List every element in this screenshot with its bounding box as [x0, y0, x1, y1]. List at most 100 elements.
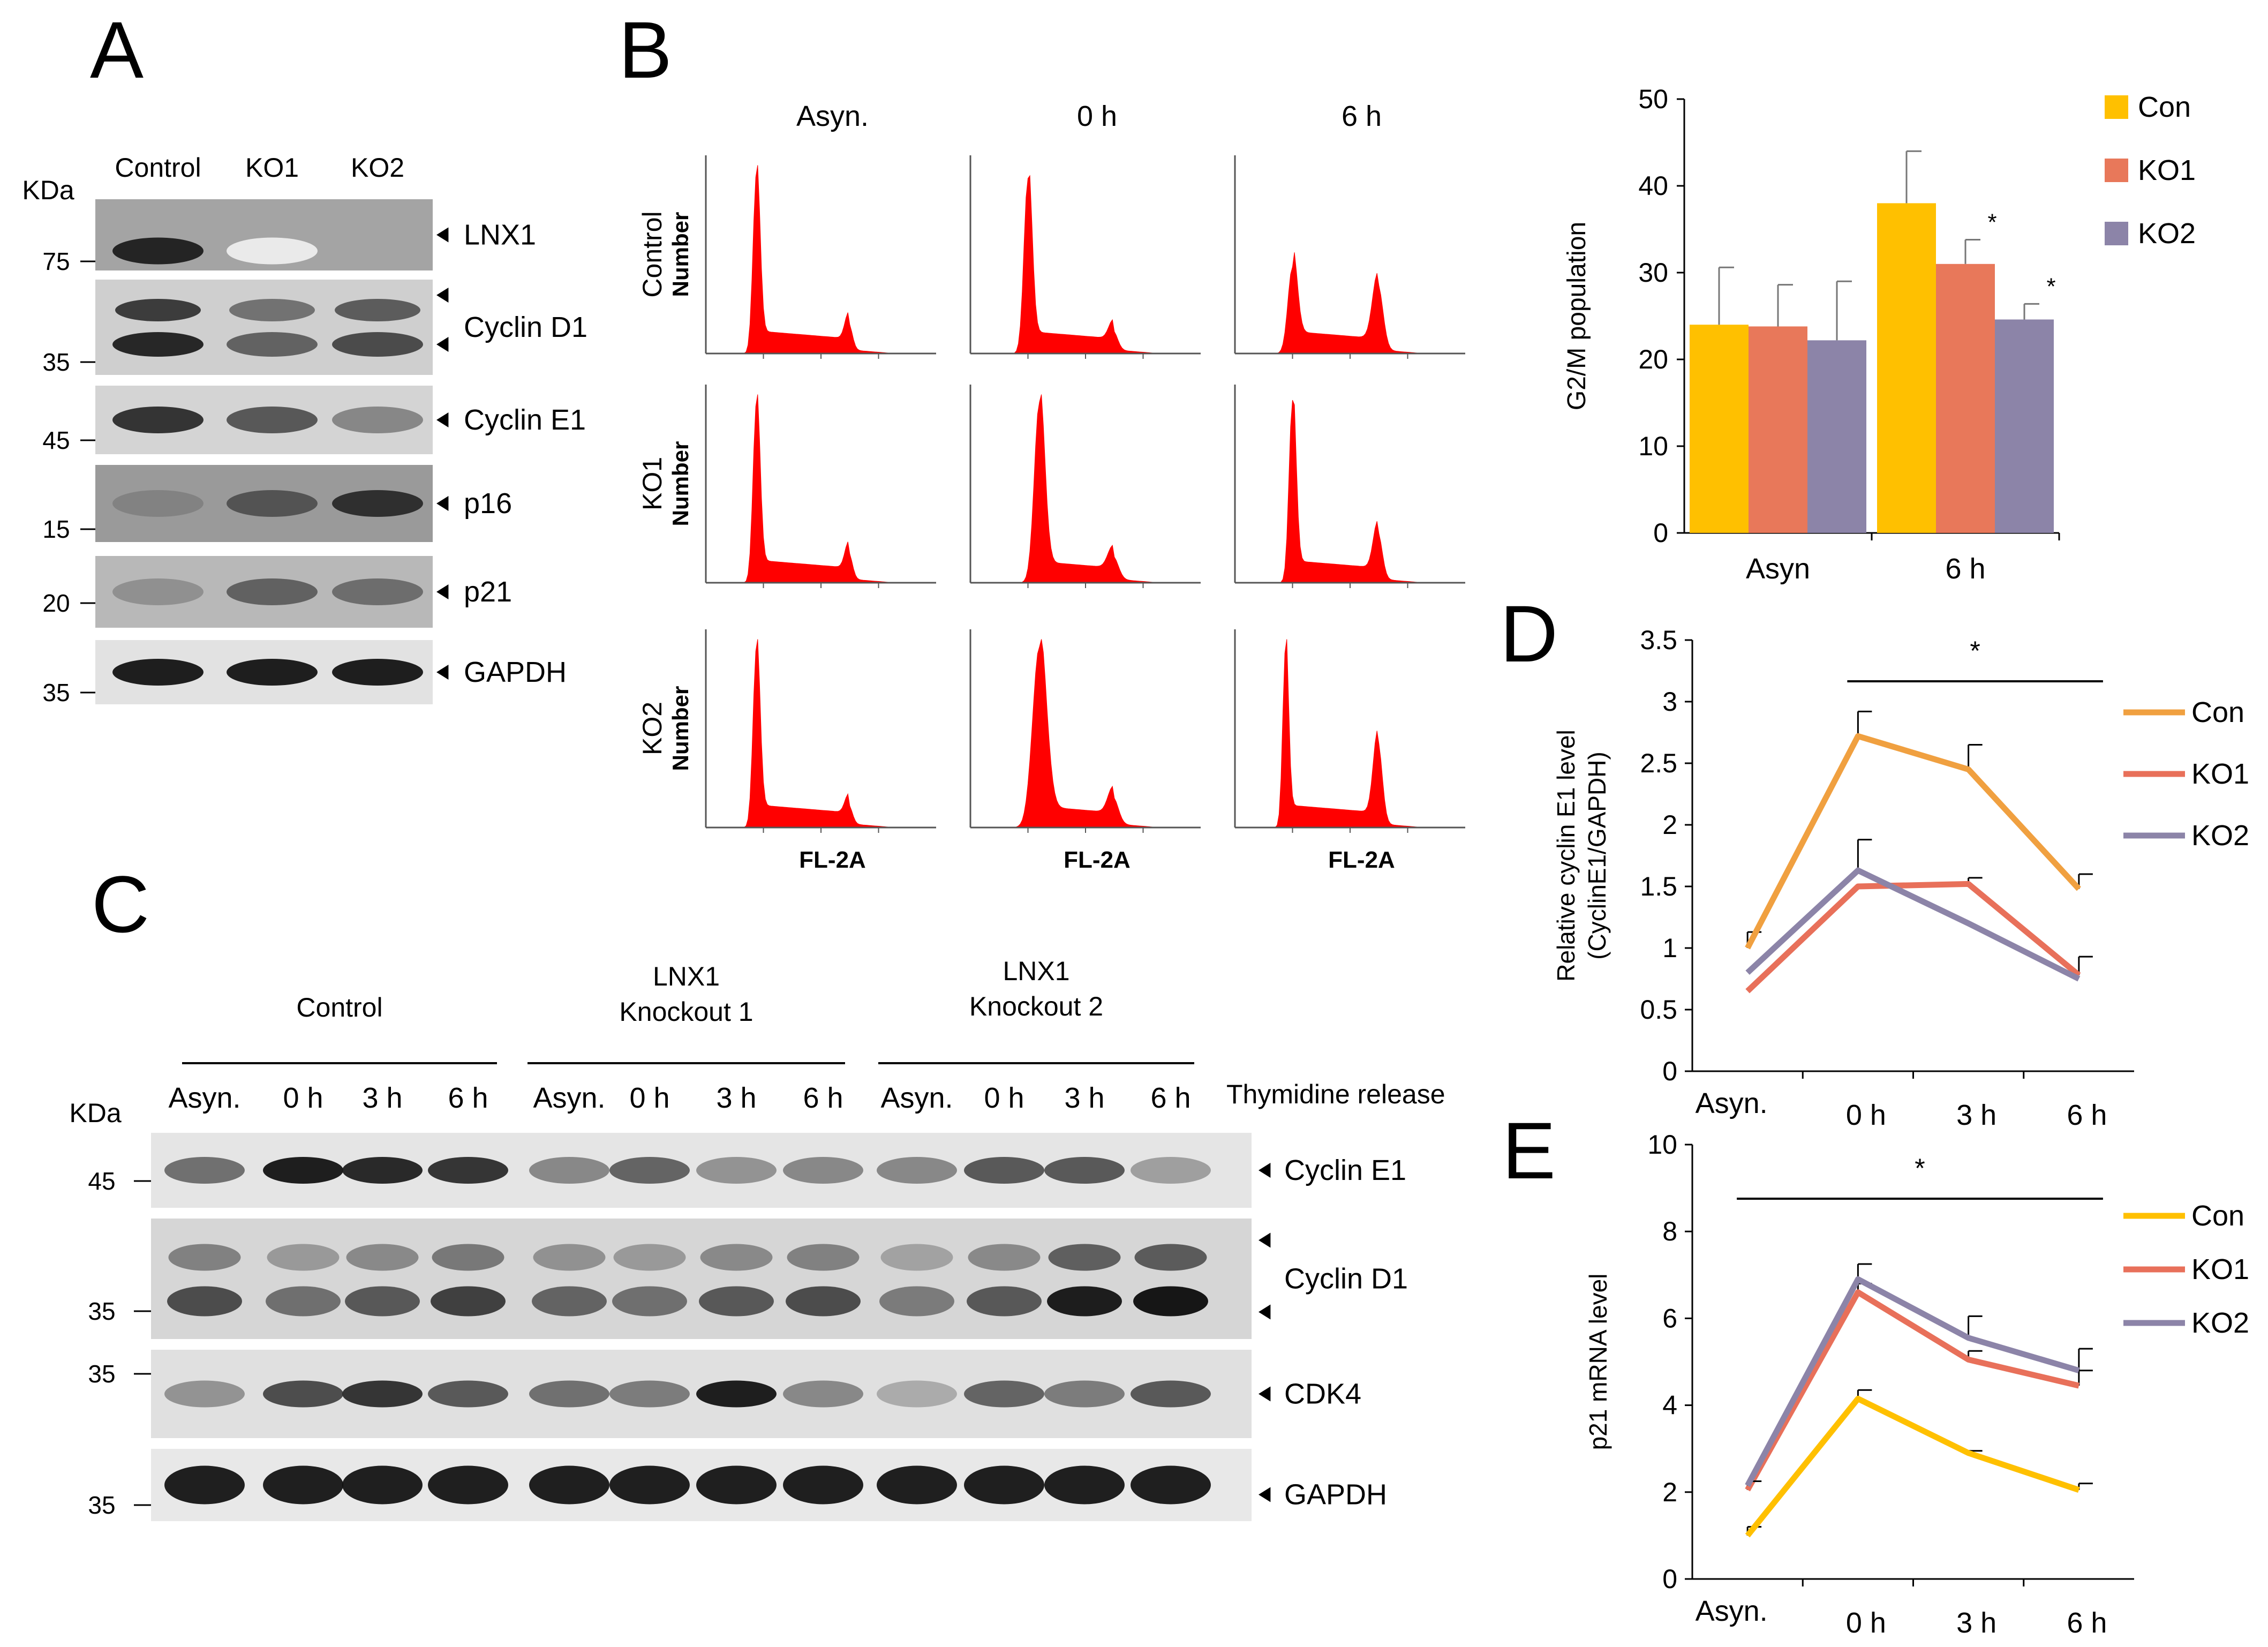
panel-a: A KDa Control KO1 KO2 LNX1 75 Cyclin D1 35 Cyclin…: [22, 5, 587, 706]
x-axis-label: FL-2A: [1328, 847, 1395, 873]
blot-label: Cyclin D1: [464, 311, 587, 343]
y-tick-label: 0.5: [1640, 995, 1677, 1025]
blot-label: GAPDH: [1284, 1479, 1387, 1511]
histogram: [1235, 639, 1465, 828]
blot-label: Cyclin D1: [1284, 1263, 1408, 1295]
y-tick-label: 1.5: [1640, 871, 1677, 901]
x-tick-label: Asyn.: [1696, 1087, 1768, 1119]
x-tick-label: 3 h: [1956, 1099, 1996, 1131]
blot-band: [164, 1157, 245, 1184]
legend-label: Con: [2191, 696, 2244, 728]
x-tick-label: Asyn: [1746, 553, 1810, 585]
group-title-line: LNX1: [1003, 956, 1069, 986]
panel-letter-e: E: [1502, 1105, 1556, 1195]
x-tick-label: 3 h: [1956, 1607, 1996, 1639]
blot-band: [877, 1380, 957, 1408]
blot-band: [112, 578, 204, 605]
mw-marker: 35: [88, 1491, 115, 1519]
panel-letter-b: B: [619, 5, 672, 95]
lane-label: Asyn.: [168, 1082, 240, 1114]
blot-band: [332, 659, 423, 686]
lane-label: KO2: [351, 153, 404, 183]
mw-marker: 35: [42, 679, 70, 706]
group-title-line: Knockout 1: [619, 997, 753, 1027]
blot-band: [332, 332, 423, 357]
blot-band: [696, 1157, 777, 1184]
blot-band: [112, 407, 204, 433]
y-tick-label: 30: [1638, 258, 1668, 288]
lane-label: 0 h: [629, 1082, 669, 1114]
band-arrow-icon: [1259, 1232, 1271, 1248]
histogram: [970, 175, 1201, 354]
group-title: LNX1 Knockout 2: [969, 956, 1103, 1021]
band-arrow-icon: [1259, 1386, 1271, 1402]
lane-label: Asyn.: [533, 1082, 605, 1114]
y-tick-label: 2: [1662, 810, 1677, 840]
blot-band: [267, 1244, 340, 1271]
panel-letter-d: D: [1500, 589, 1558, 679]
blot-band: [1044, 1465, 1125, 1505]
blot-band: [1131, 1465, 1211, 1505]
histogram: [970, 639, 1201, 828]
blot-band: [1044, 1380, 1125, 1408]
kda-label: KDa: [22, 175, 74, 205]
histogram: [706, 394, 936, 583]
blot-band: [1047, 1286, 1122, 1317]
y-axis-label: G2/M population: [1563, 222, 1591, 410]
blot-band: [332, 407, 423, 433]
x-tick-label: 6 h: [1945, 553, 1985, 585]
y-tick-label: 2: [1662, 1477, 1677, 1507]
blot-band: [342, 1380, 423, 1408]
panel-letter-c: C: [92, 859, 149, 949]
legend-label: Con: [2191, 1200, 2244, 1232]
blot-band: [877, 1465, 957, 1505]
blot-band: [1048, 1244, 1121, 1271]
mw-marker: 35: [88, 1360, 115, 1388]
mw-marker: 20: [42, 589, 70, 617]
blot-label: Cyclin E1: [464, 404, 586, 436]
blot-band: [346, 1244, 419, 1271]
kda-label: KDa: [69, 1098, 121, 1128]
series-line-ko1: [1745, 881, 2081, 994]
blot-band: [1131, 1380, 1211, 1408]
group-title: LNX1 Knockout 1: [619, 961, 753, 1027]
blot-band: [263, 1157, 343, 1184]
blot-band: [112, 332, 204, 357]
mw-marker: 15: [42, 515, 70, 543]
panel-e: E 0 2 4 6 8 10 Asyn. 0 h 3 h 6 h p21 mRNA level Con K…: [1502, 1105, 2249, 1639]
blot-band: [964, 1157, 1044, 1184]
blot-band: [783, 1465, 863, 1505]
bar-ko2: [1807, 340, 1866, 533]
blot-band: [227, 407, 318, 433]
x-tick-label: 6 h: [2067, 1607, 2107, 1639]
group-title: Control: [296, 992, 382, 1022]
lane-label: Control: [115, 153, 201, 183]
legend-swatch: [2105, 159, 2128, 182]
lane-label: KO1: [245, 153, 299, 183]
blot-band: [266, 1286, 341, 1317]
y-tick-label: 10: [1638, 431, 1668, 461]
histogram: [1235, 252, 1465, 354]
y-axis-label: Relative cyclin E1 level (CyclinE1/GAPDH): [1552, 730, 1611, 981]
column-label: 6 h: [1342, 100, 1382, 132]
y-axis-label-line: (CyclinE1/GAPDH): [1583, 751, 1611, 960]
mw-marker: 45: [88, 1167, 115, 1195]
y-axis-label: Number: [668, 441, 693, 527]
y-tick-label: 3.5: [1640, 625, 1677, 655]
group-title-line: Knockout 2: [969, 991, 1103, 1021]
band-arrow-icon: [436, 337, 449, 352]
blot-band: [335, 299, 420, 321]
blot-band: [263, 1380, 343, 1408]
blot-band: [112, 237, 204, 265]
band-arrow-icon: [1259, 1304, 1271, 1320]
blot-band: [227, 490, 318, 517]
blot-band: [532, 1286, 607, 1317]
y-tick-label: 1: [1662, 933, 1677, 963]
blot-band: [964, 1380, 1044, 1408]
group-title-line: Control: [296, 992, 382, 1022]
lane-label: 3 h: [716, 1082, 756, 1114]
blot-band: [1044, 1157, 1125, 1184]
blot-band: [342, 1465, 423, 1505]
blot-band: [612, 1286, 687, 1317]
band-arrow-icon: [436, 227, 449, 243]
